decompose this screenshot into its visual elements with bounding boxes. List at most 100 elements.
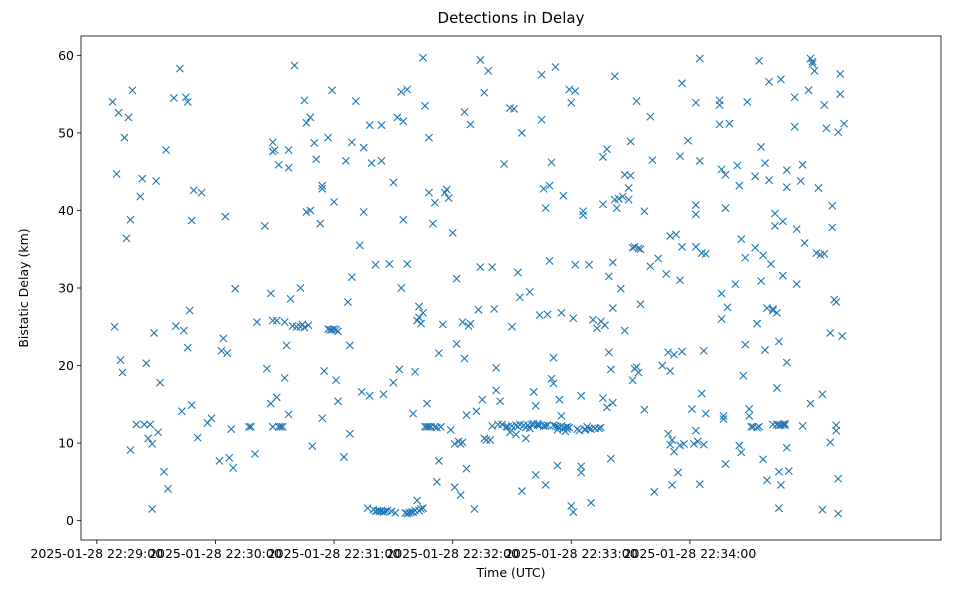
data-point xyxy=(782,166,791,175)
data-point xyxy=(774,337,783,346)
data-point xyxy=(778,217,787,226)
data-point xyxy=(780,419,789,428)
data-point xyxy=(312,155,321,164)
data-point xyxy=(701,249,710,258)
data-point xyxy=(221,212,230,221)
data-point xyxy=(434,349,443,358)
data-point xyxy=(766,259,775,268)
data-point xyxy=(594,424,603,433)
data-point xyxy=(381,507,390,516)
data-point xyxy=(668,480,677,489)
data-point xyxy=(765,176,773,185)
data-point xyxy=(302,118,311,127)
data-point xyxy=(547,158,556,167)
data-point xyxy=(658,361,667,370)
data-point xyxy=(318,184,327,193)
data-point xyxy=(770,209,779,218)
data-point xyxy=(567,98,576,107)
data-point xyxy=(739,371,748,380)
data-point xyxy=(721,170,730,179)
data-point xyxy=(737,448,746,457)
data-point xyxy=(543,310,552,319)
data-point xyxy=(600,321,609,330)
data-point xyxy=(612,204,621,213)
data-point xyxy=(227,425,236,434)
data-point xyxy=(397,284,406,292)
data-point xyxy=(543,421,552,430)
data-point xyxy=(365,121,374,130)
data-point xyxy=(154,428,163,437)
data-point xyxy=(488,422,497,431)
data-point xyxy=(328,86,337,95)
data-point xyxy=(616,284,625,293)
data-point xyxy=(300,96,309,105)
data-point xyxy=(450,483,459,492)
data-point xyxy=(539,184,548,193)
data-point xyxy=(670,447,679,456)
data-point xyxy=(377,121,386,130)
data-point xyxy=(577,462,586,471)
data-point xyxy=(422,399,431,408)
data-point xyxy=(432,477,441,486)
data-point xyxy=(116,356,125,365)
data-point xyxy=(761,159,770,168)
data-point xyxy=(723,303,732,312)
data-point xyxy=(624,183,633,192)
data-point xyxy=(399,215,408,224)
data-point xyxy=(529,387,538,396)
data-point xyxy=(798,160,807,169)
data-point xyxy=(626,171,635,180)
data-point xyxy=(798,422,807,431)
data-point xyxy=(678,347,687,356)
data-point xyxy=(796,177,805,185)
data-point xyxy=(345,429,354,438)
data-point xyxy=(411,506,420,515)
data-point xyxy=(618,192,627,201)
data-point xyxy=(646,262,655,271)
data-point xyxy=(152,177,161,185)
data-point xyxy=(345,341,354,350)
data-point xyxy=(355,241,364,250)
data-point xyxy=(162,145,171,154)
data-point xyxy=(683,136,692,145)
data-point xyxy=(668,435,677,444)
data-point xyxy=(393,113,402,122)
data-point xyxy=(217,346,226,355)
data-point xyxy=(606,454,615,463)
data-point xyxy=(324,133,333,142)
data-point xyxy=(403,259,412,268)
data-point xyxy=(834,509,843,518)
data-point xyxy=(531,470,540,479)
data-point xyxy=(419,53,428,62)
data-point xyxy=(733,161,742,170)
data-point xyxy=(832,421,841,430)
data-point xyxy=(268,422,277,431)
data-point xyxy=(112,170,121,179)
data-point xyxy=(391,508,400,517)
data-point xyxy=(604,348,613,357)
data-point xyxy=(367,159,376,168)
data-point xyxy=(399,117,408,126)
data-point xyxy=(347,273,356,282)
data-point xyxy=(541,204,550,213)
data-point xyxy=(247,422,256,431)
data-point xyxy=(197,188,206,197)
data-point xyxy=(150,328,159,337)
data-point xyxy=(476,56,485,65)
data-point xyxy=(828,201,837,210)
data-point xyxy=(146,420,155,429)
data-point xyxy=(828,223,837,232)
data-point xyxy=(820,101,829,109)
data-point xyxy=(571,87,580,96)
data-point xyxy=(193,433,202,442)
data-point xyxy=(759,455,768,464)
data-point xyxy=(422,422,431,431)
data-point xyxy=(838,332,847,341)
data-point xyxy=(419,504,428,513)
data-point xyxy=(359,208,368,217)
data-point xyxy=(284,145,293,154)
data-point xyxy=(691,98,700,107)
data-point xyxy=(836,70,845,78)
data-point xyxy=(290,61,299,70)
